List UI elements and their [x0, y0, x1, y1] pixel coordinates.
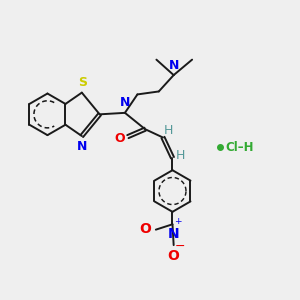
Text: O: O — [140, 222, 152, 236]
Text: O: O — [167, 249, 179, 263]
Text: O: O — [114, 132, 125, 145]
Text: N: N — [120, 96, 130, 109]
Text: Cl–H: Cl–H — [225, 140, 254, 154]
Text: +: + — [174, 217, 182, 226]
Text: H: H — [176, 149, 185, 162]
Text: N: N — [77, 140, 88, 153]
Text: −: − — [175, 240, 185, 253]
Text: N: N — [169, 58, 179, 71]
Text: H: H — [164, 124, 174, 137]
Text: N: N — [167, 227, 179, 241]
Text: S: S — [78, 76, 87, 89]
